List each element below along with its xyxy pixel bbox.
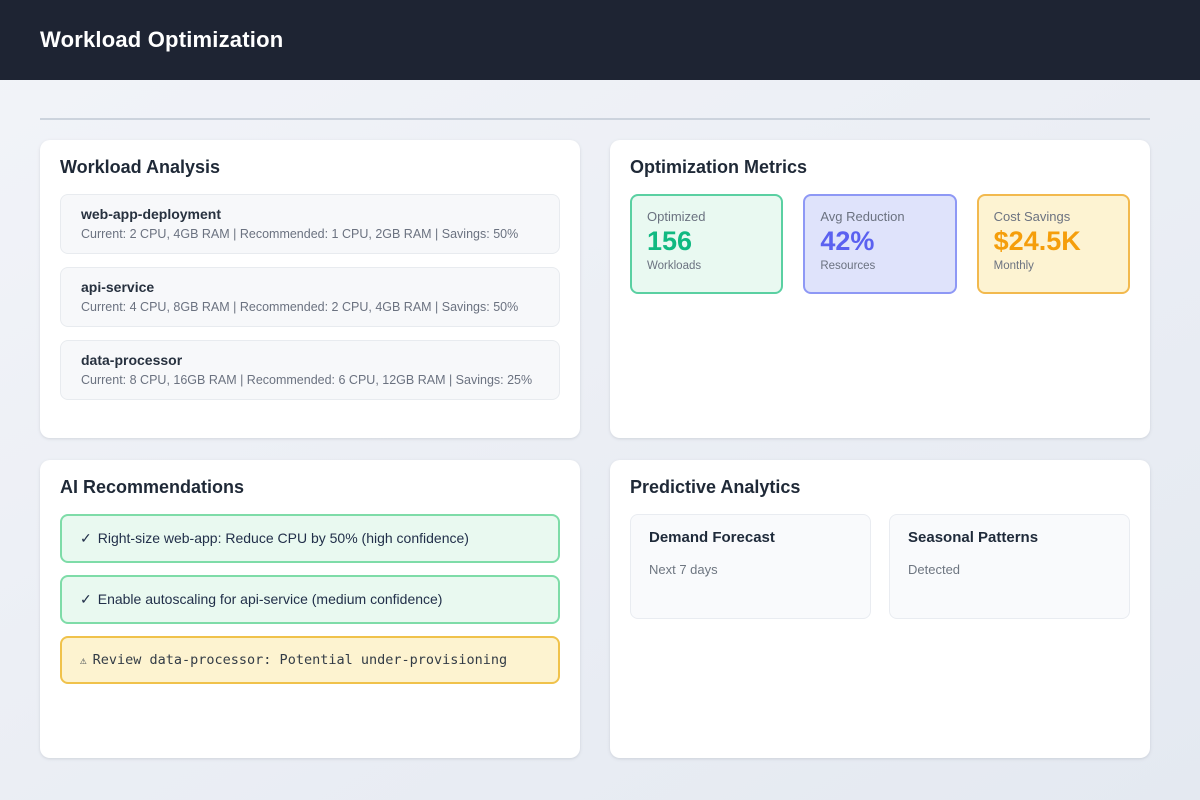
metric-value: $24.5K — [993, 226, 1081, 256]
workload-analysis-card: Workload Analysis web-app-deployment Cur… — [40, 140, 580, 438]
panel-subtitle: Next 7 days — [649, 562, 718, 577]
recommendation-text: Review data-processor: Potential under-p… — [92, 652, 508, 668]
optimization-metrics-card: Optimization Metrics Optimized 156 Workl… — [610, 140, 1150, 438]
metric-cost-savings: Cost Savings $24.5K Monthly — [976, 194, 1130, 294]
workload-item-api-service: api-service Current: 4 CPU, 8GB RAM | Re… — [60, 267, 560, 327]
panel-row: Demand Forecast Next 7 days Seasonal Pat… — [630, 514, 1130, 619]
workload-item-web-app-deployment: web-app-deployment Current: 2 CPU, 4GB R… — [60, 194, 560, 254]
metric-sub: Monthly — [993, 260, 1034, 273]
workload-item-data-processor: data-processor Current: 8 CPU, 16GB RAM … — [60, 340, 560, 400]
recommendation-text: Enable autoscaling for api-service (medi… — [97, 591, 443, 607]
optimization-metrics-title: Optimization Metrics — [630, 157, 808, 177]
ai-recommendations-title: AI Recommendations — [60, 477, 245, 497]
metric-label: Optimized — [647, 209, 706, 224]
recommendation-text: Right-size web-app: Reduce CPU by 50% (h… — [97, 530, 469, 546]
panel-subtitle: Detected — [908, 562, 961, 577]
metric-value: 42% — [820, 226, 875, 256]
workload-details: Current: 8 CPU, 16GB RAM | Recommended: … — [81, 373, 533, 387]
panel-title: Demand Forecast — [649, 529, 775, 546]
metric-sub: Workloads — [647, 260, 702, 273]
panel-title: Seasonal Patterns — [908, 529, 1039, 546]
recommendation-autoscaling: ✓ Enable autoscaling for api-service (med… — [60, 575, 560, 624]
warning-icon: ⚠ — [80, 654, 87, 667]
metric-label: Avg Reduction — [820, 209, 905, 224]
main-content: Workload Analysis web-app-deployment Cur… — [0, 118, 1200, 758]
seasonal-patterns-panel: Seasonal Patterns Detected — [889, 514, 1130, 619]
demand-forecast-panel: Demand Forecast Next 7 days — [630, 514, 871, 619]
workload-name: web-app-deployment — [81, 206, 222, 222]
app-header: Workload Optimization — [0, 0, 1200, 80]
ai-recommendations-card: AI Recommendations ✓ Right-size web-app: … — [40, 460, 580, 758]
metric-label: Cost Savings — [993, 209, 1071, 224]
workload-name: api-service — [81, 279, 155, 295]
top-divider — [40, 118, 1150, 120]
metric-sub: Resources — [820, 260, 876, 273]
workload-name: data-processor — [81, 352, 183, 368]
metric-value: 156 — [647, 226, 693, 256]
workload-analysis-title: Workload Analysis — [60, 157, 221, 177]
workload-details: Current: 2 CPU, 4GB RAM | Recommended: 1… — [81, 227, 519, 241]
page-title: Workload Optimization — [40, 27, 284, 52]
predictive-analytics-card: Predictive Analytics Demand Forecast Nex… — [610, 460, 1150, 758]
metric-optimized: Optimized 156 Workloads — [630, 194, 784, 294]
recommendation-right-size: ✓ Right-size web-app: Reduce CPU by 50% (… — [60, 514, 560, 563]
check-icon: ✓ — [80, 530, 92, 546]
check-icon: ✓ — [80, 591, 92, 607]
recommendation-review-warning: ⚠ Review data-processor: Potential under-… — [60, 636, 560, 684]
dashboard-grid: Workload Analysis web-app-deployment Cur… — [40, 140, 1150, 758]
metric-row: Optimized 156 Workloads Avg Reduction 42… — [630, 194, 1130, 294]
workload-details: Current: 4 CPU, 8GB RAM | Recommended: 2… — [81, 300, 519, 314]
metric-avg-reduction: Avg Reduction 42% Resources — [803, 194, 957, 294]
predictive-analytics-title: Predictive Analytics — [630, 477, 801, 497]
